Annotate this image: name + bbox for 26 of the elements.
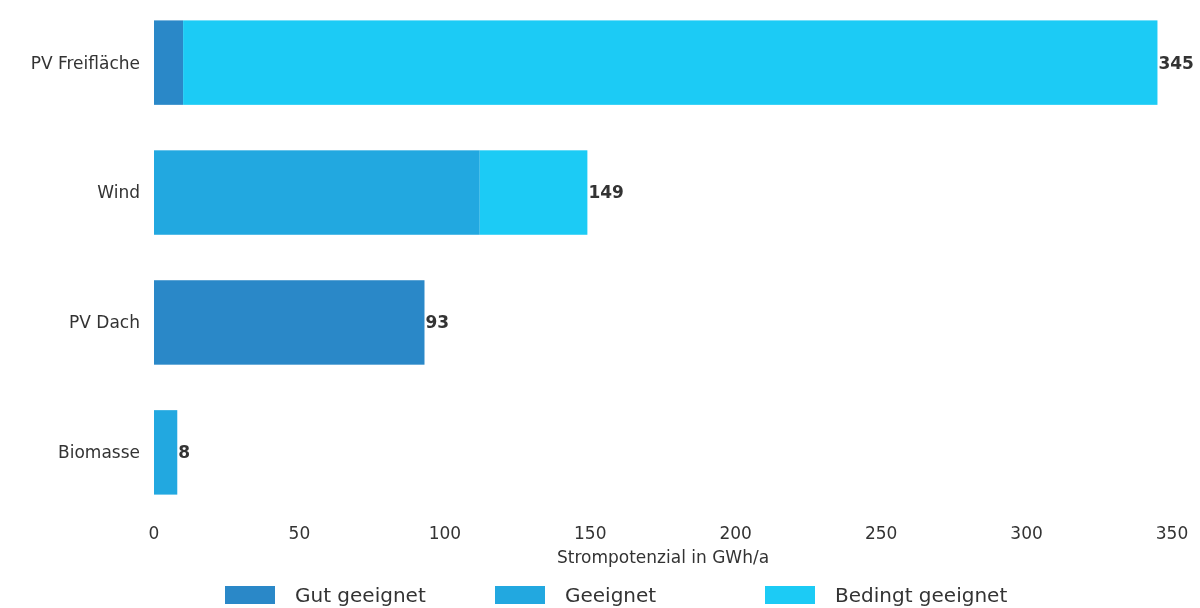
- legend-label: Bedingt geeignet: [835, 583, 1008, 607]
- bar: [154, 150, 480, 235]
- y-tick-label: Biomasse: [58, 442, 140, 463]
- x-tick-label: 150: [574, 523, 607, 543]
- x-tick-label: 200: [719, 523, 752, 543]
- x-tick-label: 50: [288, 523, 311, 543]
- y-tick-label: PV Freifläche: [30, 52, 140, 73]
- legend-label: Geeignet: [565, 583, 657, 607]
- legend-label: Gut geeignet: [295, 583, 426, 607]
- total-label: 149: [588, 182, 624, 203]
- y-tick-label: PV Dach: [69, 312, 140, 333]
- bar: [154, 410, 178, 495]
- bar: [479, 150, 588, 235]
- x-tick-label: 100: [428, 523, 462, 543]
- bar: [154, 280, 425, 365]
- bar: [154, 20, 184, 105]
- x-tick-label: 250: [864, 523, 898, 543]
- total-label: 345: [1158, 52, 1194, 73]
- x-tick-label: 300: [1010, 523, 1043, 543]
- total-label: 93: [425, 312, 450, 333]
- x-axis-title: Strompotenzial in GWh/a: [556, 547, 770, 567]
- y-tick-label: Wind: [97, 182, 140, 203]
- bar: [183, 20, 1158, 105]
- x-tick-label: 0: [148, 523, 160, 543]
- total-label: 8: [178, 442, 191, 463]
- x-tick-label: 350: [1155, 523, 1189, 543]
